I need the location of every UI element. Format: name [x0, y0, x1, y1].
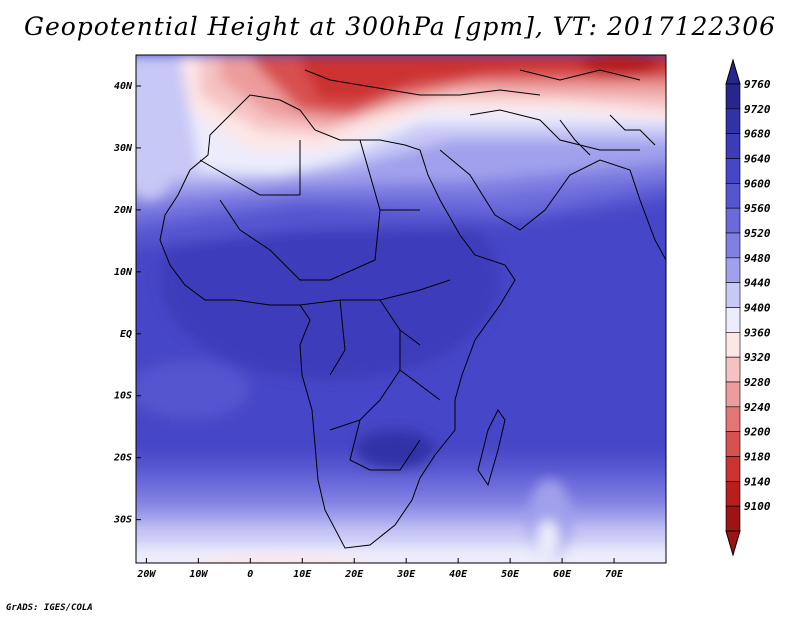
colorbar-max-arrow	[725, 58, 741, 85]
colorbar-label: 9560	[744, 202, 771, 215]
y-axis: 40N 30N 20N 10N EQ 10S 20S 30S	[113, 81, 141, 526]
colorbar-label: 9280	[744, 376, 771, 389]
x-tick-label: 30E	[396, 569, 416, 580]
colorbar-swatch	[725, 505, 741, 532]
colorbar-label: 9680	[744, 128, 771, 141]
x-tick-label: 10E	[293, 569, 312, 580]
y-tick-label: 20N	[113, 205, 133, 216]
x-tick-label: 60E	[553, 569, 572, 580]
colorbar-swatch	[725, 83, 741, 110]
x-tick-label: 0	[247, 569, 253, 580]
colorbar-label: 9200	[744, 426, 771, 439]
colorbar-swatch	[725, 207, 741, 234]
x-tick-label: 20W	[136, 569, 156, 580]
colorbar-label: 9140	[744, 475, 771, 488]
colorbar-label: 9180	[744, 451, 771, 464]
colorbar: 9760 9720 9680 9640 9600 9560 9520 9480 9440 9400…	[725, 58, 771, 557]
colorbar-swatch	[725, 456, 741, 482]
credit-text: GrADS: IGES/COLA	[6, 603, 93, 613]
x-axis: 20W 10W 0 10E 20E 30E 40E 50E 60E 70E	[136, 558, 624, 580]
colorbar-label: 9400	[744, 302, 771, 315]
colorbar-label: 9440	[744, 277, 771, 290]
y-tick-label: 30N	[113, 143, 133, 154]
colorbar-min-arrow	[725, 530, 741, 557]
colorbar-swatch	[725, 158, 741, 184]
map-title: Geopotential Height at 300hPa [gpm], VT:…	[23, 12, 777, 41]
colorbar-swatch	[725, 381, 741, 408]
colorbar-swatch	[725, 481, 741, 507]
colorbar-swatch	[725, 282, 741, 308]
colorbar-swatch	[725, 108, 741, 134]
colorbar-label: 9320	[744, 351, 771, 364]
colorbar-label: 9760	[744, 78, 771, 91]
colorbar-swatch	[725, 406, 741, 432]
coastlines	[159, 69, 666, 549]
x-tick-label: 10W	[189, 569, 208, 580]
colorbar-label: 9240	[744, 401, 771, 414]
colorbar-label: 9600	[744, 177, 771, 190]
y-tick-label: 10S	[114, 391, 132, 402]
colorbar-label: 9480	[744, 252, 771, 265]
y-tick-label: 40N	[114, 81, 133, 92]
y-tick-label: 20S	[113, 453, 132, 464]
map-frame	[135, 54, 667, 564]
colorbar-label: 9640	[744, 153, 771, 166]
colorbar-label: 9360	[744, 326, 771, 339]
colorbar-swatch	[725, 183, 741, 209]
y-tick-label: 30S	[113, 515, 132, 526]
colorbar-label: 9100	[744, 500, 771, 513]
colorbar-swatch	[725, 431, 741, 457]
colorbar-swatch	[725, 133, 741, 159]
colorbar-swatch	[725, 356, 741, 383]
y-tick-label: EQ	[120, 329, 132, 340]
x-tick-label: 50E	[501, 569, 520, 580]
colorbar-swatch	[725, 307, 741, 333]
colorbar-swatch	[725, 232, 741, 259]
colorbar-swatch	[725, 332, 741, 358]
x-tick-label: 70E	[605, 569, 624, 580]
geopotential-field	[136, 55, 666, 563]
colorbar-swatch	[725, 257, 741, 283]
colorbar-label: 9520	[744, 227, 771, 240]
x-tick-label: 20E	[344, 569, 364, 580]
colorbar-label: 9720	[744, 103, 771, 116]
x-tick-label: 40E	[449, 569, 468, 580]
y-tick-label: 10N	[114, 267, 133, 278]
